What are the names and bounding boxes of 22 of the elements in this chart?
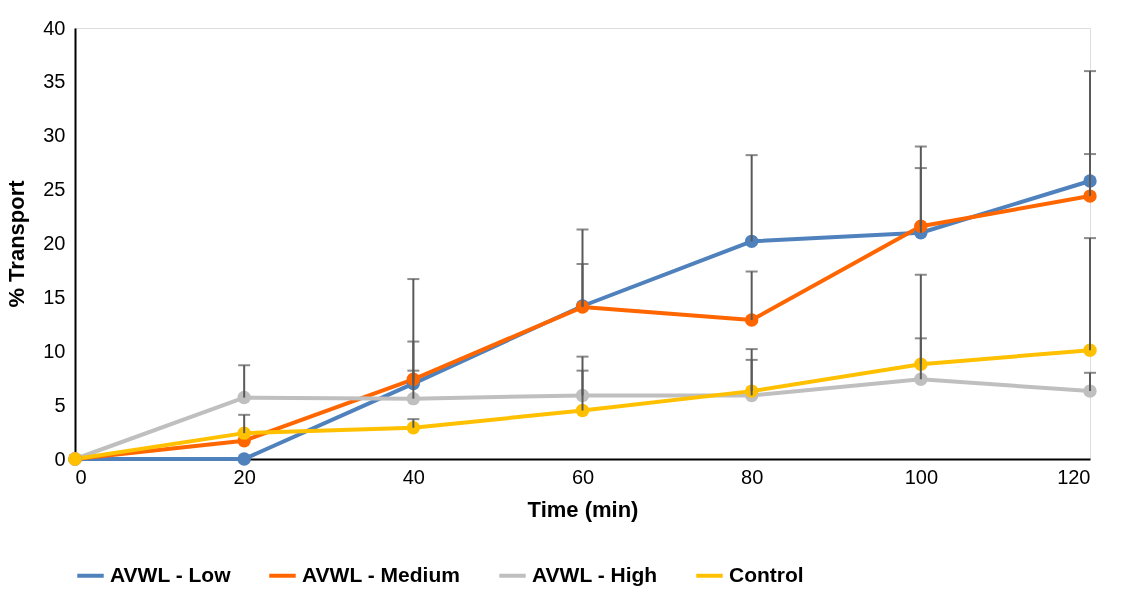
x-tick-label: 120 <box>1057 465 1091 488</box>
x-tick-label: 100 <box>904 465 939 488</box>
x-axis-title: Time (min) <box>527 496 639 522</box>
y-tick-label: 30 <box>43 124 66 147</box>
y-tick-label: 20 <box>43 232 66 254</box>
x-tick-label: 60 <box>571 465 595 488</box>
x-tick-label: 20 <box>233 465 256 488</box>
x-tick-label: 40 <box>402 465 425 488</box>
y-axis-title: % Transport <box>4 179 30 308</box>
legend-label: Control <box>729 562 804 586</box>
y-tick-label: 10 <box>43 339 66 362</box>
y-tick-label: 25 <box>43 178 66 201</box>
y-tick-label: 35 <box>43 70 66 93</box>
legend-label: AVWL - High <box>532 562 658 586</box>
y-tick-label: 5 <box>54 393 66 416</box>
legend-label: AVWL - Low <box>110 562 232 586</box>
y-tick-label: 15 <box>43 285 66 308</box>
x-tick-label: 0 <box>75 465 87 488</box>
legend-label: AVWL - Medium <box>302 562 460 586</box>
y-tick-label: 40 <box>43 16 66 39</box>
x-tick-label: 80 <box>741 465 764 488</box>
y-tick-label: 0 <box>54 447 66 470</box>
